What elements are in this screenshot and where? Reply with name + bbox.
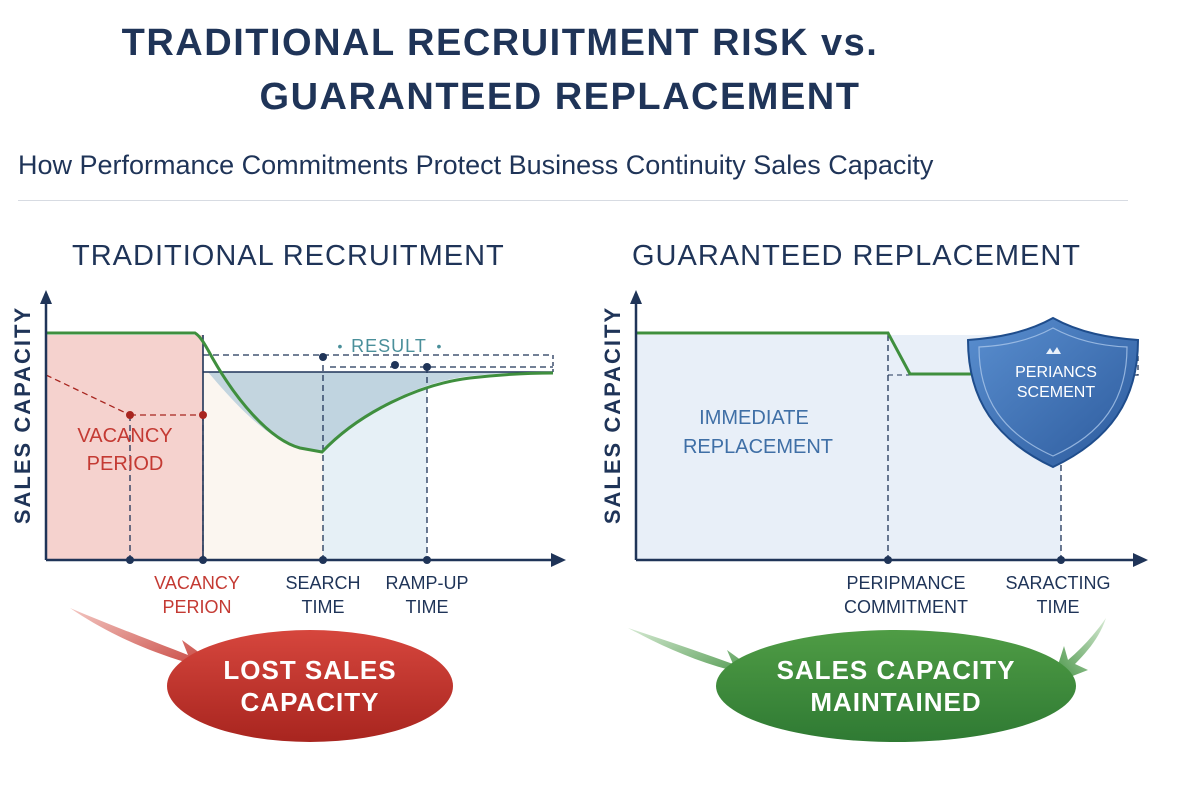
title-line-2: GUARANTEED REPLACEMENT [259, 76, 861, 118]
x-axis-arrow [1133, 553, 1148, 567]
x-label-rampup-1: RAMP-UP [385, 573, 468, 593]
lost-capacity-text-2: CAPACITY [241, 687, 380, 717]
x-axis-arrow [551, 553, 566, 567]
sales-capacity-line [636, 331, 1000, 376]
dot [423, 363, 431, 371]
shield-icon [966, 316, 1140, 469]
title-line-1: TRADITIONAL RECRUITMENT RISK vs. [121, 22, 879, 64]
subtitle: How Performance Commitments Protect Busi… [18, 150, 934, 180]
x-label-vacancy-2: PERION [162, 597, 231, 617]
vacancy-label-2: PERIOD [87, 453, 164, 475]
lost-capacity-badge [167, 630, 453, 742]
x-label-contracting-1: SARACTING [1005, 573, 1110, 593]
sales-capacity-line [46, 331, 554, 454]
dot [199, 411, 207, 419]
capacity-loss-area [203, 372, 553, 452]
x-label-vacancy-1: VACANCY [154, 573, 240, 593]
header-divider [18, 200, 1128, 201]
x-label-commitment-1: PERIPMANCE [846, 573, 965, 593]
x-label-search-1: SEARCH [285, 573, 360, 593]
lost-capacity-text-1: LOST SALES [223, 655, 396, 685]
maintained-badge [716, 630, 1076, 742]
maintained-text-2: MAINTAINED [810, 687, 981, 717]
region-label-2: REPLACEMENT [683, 436, 833, 458]
vacancy-slope-guide [45, 374, 131, 416]
x-label-rampup-2: TIME [406, 597, 449, 617]
dot [126, 411, 134, 419]
shield-text-1: PERIANCS [1015, 364, 1097, 381]
y-axis-arrow [630, 290, 642, 304]
shield-text-2: SCEMENT [1017, 384, 1095, 401]
x-label-search-2: TIME [302, 597, 345, 617]
right-panel-heading: GUARANTEED REPLACEMENT [632, 240, 1082, 272]
right-chart: PERIANCS SCEMENT SALES CAPACITY IMMEDIAT… [600, 290, 1148, 742]
y-axis-label: SALES CAPACITY [10, 306, 35, 524]
region-label-1: IMMEDIATE [699, 407, 809, 429]
y-axis-arrow [40, 290, 52, 304]
dot [391, 361, 399, 369]
x-label-contracting-2: TIME [1037, 597, 1080, 617]
result-label-dot-right: • [437, 338, 442, 354]
result-label: RESULT [351, 336, 427, 356]
result-label-dot-left: • [338, 338, 343, 354]
vacancy-region [46, 335, 203, 560]
left-chart: SALES CAPACITY VACANCY PERIOD • RESULT •… [10, 290, 566, 742]
shield-emblem-icon [1046, 347, 1061, 354]
lost-capacity-arrow [70, 608, 215, 676]
maintained-arrow-left [628, 628, 760, 684]
left-panel-heading: TRADITIONAL RECRUITMENT [72, 240, 505, 272]
y-axis-label: SALES CAPACITY [600, 306, 625, 524]
maintained-text-1: SALES CAPACITY [777, 655, 1016, 685]
dot [319, 353, 327, 361]
x-label-commitment-2: COMMITMENT [844, 597, 968, 617]
vacancy-label-1: VACANCY [77, 425, 172, 447]
